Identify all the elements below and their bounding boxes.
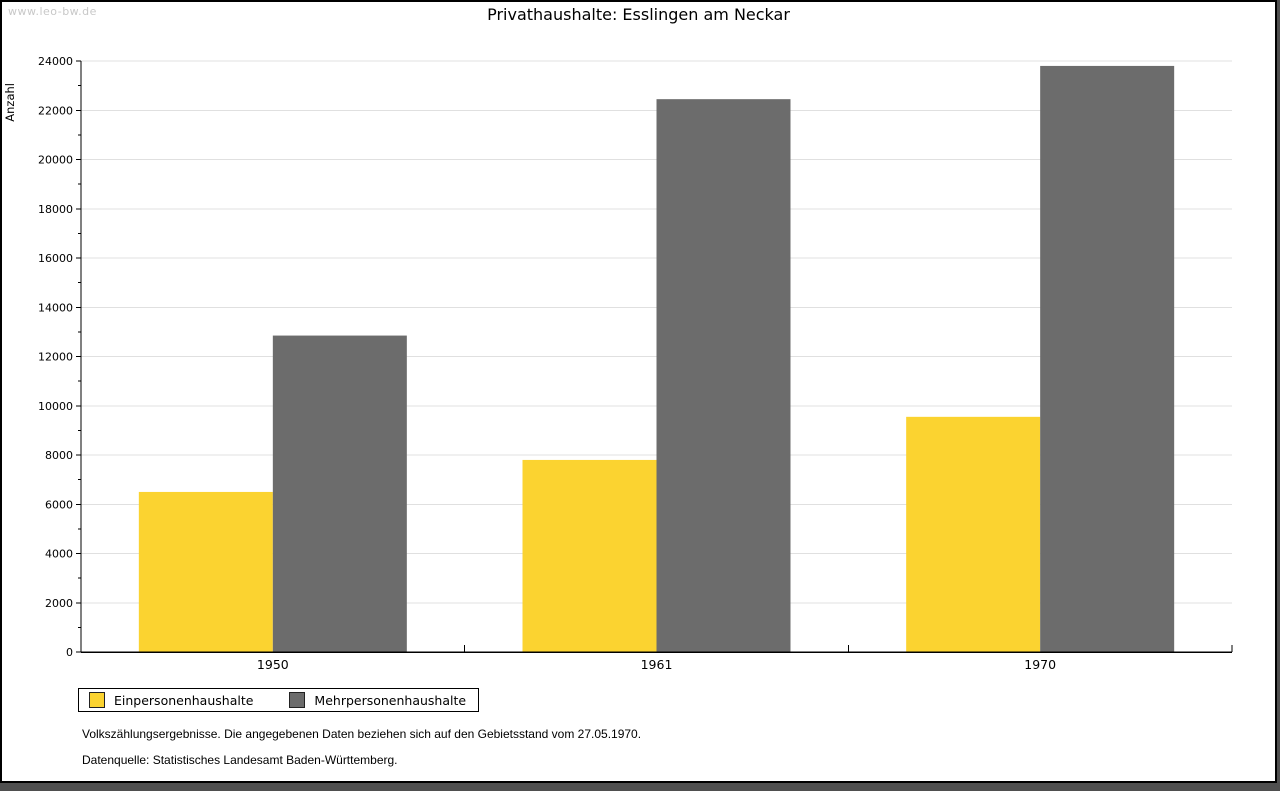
chart-title: Privathaushalte: Esslingen am Neckar — [487, 5, 790, 24]
legend-label-einpersonenhaushalte: Einpersonenhaushalte — [114, 692, 254, 708]
y-tick-label: 12000 — [38, 351, 73, 364]
watermark: www.leo-bw.de — [8, 5, 97, 18]
bar-mehrpersonenhaushalte-1970 — [1040, 65, 1175, 653]
bar-mehrpersonenhaushalte-1961 — [656, 99, 791, 652]
y-tick-label: 20000 — [38, 154, 73, 167]
footnote-census-info: Volkszählungsergebnisse. Die angegebenen… — [82, 727, 642, 741]
bar-chart: 0 2000 4000 6000 8000 10000 12000 14000 16000 180… — [2, 2, 1275, 781]
y-tick-label: 4000 — [45, 548, 73, 561]
y-tick-label: 8000 — [45, 449, 73, 462]
x-tick-label: 1961 — [641, 657, 673, 672]
y-tick-label: 10000 — [38, 400, 73, 413]
bar-mehrpersonenhaushalte-1950 — [272, 335, 407, 652]
bar-einpersonenhaushalte-1950 — [138, 491, 273, 652]
y-tick-label: 24000 — [38, 55, 73, 68]
legend-item-mehrpersonenhaushalte: Mehrpersonenhaushalte — [289, 692, 466, 708]
legend-swatch-gray — [289, 692, 306, 708]
y-tick-label: 22000 — [38, 104, 73, 117]
legend: Einpersonenhaushalte Mehrpersonenhaushal… — [78, 688, 480, 712]
bar-einpersonenhaushalte-1961 — [522, 459, 657, 652]
y-tick-label: 18000 — [38, 203, 73, 216]
x-tick-label: 1950 — [257, 657, 289, 672]
y-tick-label: 6000 — [45, 498, 73, 511]
x-tick-label: 1970 — [1024, 657, 1056, 672]
bar-einpersonenhaushalte-1970 — [906, 416, 1041, 652]
y-tick-label: 0 — [66, 646, 73, 659]
footnote-data-source: Datenquelle: Statistisches Landesamt Bad… — [82, 753, 398, 767]
legend-item-einpersonenhaushalte: Einpersonenhaushalte — [89, 692, 253, 708]
legend-label-mehrpersonenhaushalte: Mehrpersonenhaushalte — [314, 692, 467, 708]
y-axis-title: Anzahl — [3, 83, 17, 122]
y-tick-label: 14000 — [38, 301, 73, 314]
legend-swatch-yellow — [89, 692, 105, 708]
y-tick-label: 16000 — [38, 252, 73, 265]
y-tick-label: 2000 — [45, 597, 73, 610]
